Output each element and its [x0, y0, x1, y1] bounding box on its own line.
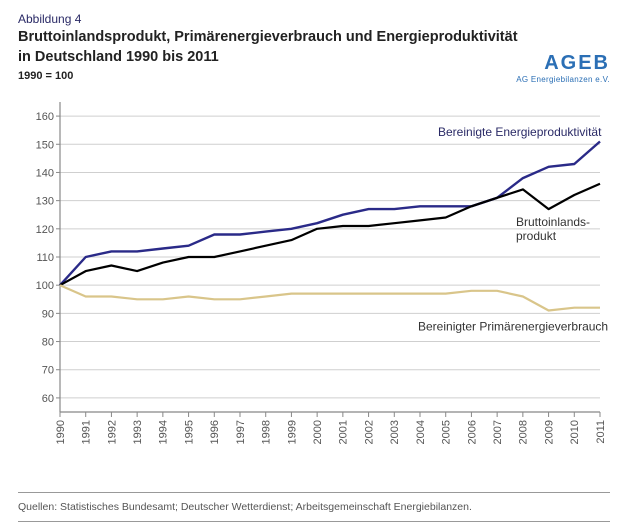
svg-text:120: 120	[36, 224, 54, 236]
svg-text:110: 110	[36, 252, 54, 264]
svg-text:2005: 2005	[441, 420, 453, 444]
svg-text:2004: 2004	[415, 420, 427, 444]
title-line-1: Bruttoinlandsprodukt, Primärenergieverbr…	[18, 28, 518, 48]
svg-text:150: 150	[36, 139, 54, 151]
svg-text:100: 100	[36, 280, 54, 292]
svg-text:1998: 1998	[261, 420, 273, 444]
series-label-primaerenergie: Bereinigter Primärenergieverbrauch	[418, 319, 608, 333]
svg-text:1996: 1996	[209, 420, 221, 444]
svg-text:1992: 1992	[106, 420, 118, 444]
title-block: Bruttoinlandsprodukt, Primärenergieverbr…	[18, 28, 518, 82]
svg-text:2008: 2008	[518, 420, 530, 444]
svg-text:2009: 2009	[543, 420, 555, 444]
svg-text:2007: 2007	[492, 420, 504, 444]
svg-text:160: 160	[36, 111, 54, 123]
chart-svg: 60 70 80 90 100 110 120 130 140 150 160 1990 1991 199…	[18, 92, 610, 482]
svg-text:1990: 1990	[55, 420, 67, 444]
svg-text:140: 140	[36, 168, 54, 180]
svg-text:90: 90	[42, 308, 54, 320]
series-primaerenergie	[60, 285, 600, 310]
series-label-energieproduktivitaet: Bereinigte Energieproduktivität	[438, 125, 602, 139]
svg-text:70: 70	[42, 365, 54, 377]
svg-text:2000: 2000	[312, 420, 324, 444]
svg-text:2010: 2010	[569, 420, 581, 444]
subtitle: 1990 = 100	[18, 70, 518, 82]
figure-label: Abbildung 4	[18, 12, 610, 26]
svg-text:2001: 2001	[338, 420, 350, 444]
svg-text:1997: 1997	[235, 420, 247, 444]
chart: 60 70 80 90 100 110 120 130 140 150 160 1990 1991 199…	[18, 92, 610, 482]
figure-container: Abbildung 4 Bruttoinlandsprodukt, Primär…	[0, 0, 628, 532]
title-line-2: in Deutschland 1990 bis 2011	[18, 48, 518, 68]
series-energieproduktivitaet	[60, 142, 600, 286]
svg-text:2002: 2002	[363, 420, 375, 444]
source-footer: Quellen: Statistisches Bundesamt; Deutsc…	[18, 492, 610, 522]
svg-text:2006: 2006	[466, 420, 478, 444]
svg-text:2003: 2003	[389, 420, 401, 444]
svg-text:1994: 1994	[158, 420, 170, 444]
series-label-bip: produkt	[516, 229, 557, 243]
svg-text:130: 130	[36, 196, 54, 208]
svg-text:1991: 1991	[81, 420, 93, 444]
svg-text:80: 80	[42, 337, 54, 349]
svg-text:1995: 1995	[183, 420, 195, 444]
series-label-bip: Bruttoinlands-	[516, 215, 590, 229]
svg-text:60: 60	[42, 393, 54, 405]
svg-text:1999: 1999	[286, 420, 298, 444]
svg-text:1993: 1993	[132, 420, 144, 444]
svg-text:2011: 2011	[595, 420, 607, 444]
